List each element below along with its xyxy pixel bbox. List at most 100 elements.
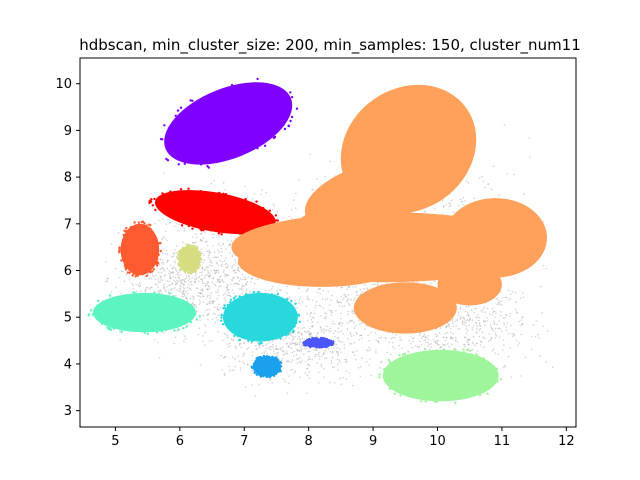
noise-point bbox=[307, 359, 309, 361]
noise-point bbox=[288, 296, 291, 298]
noise-point bbox=[282, 350, 285, 353]
noise-point bbox=[216, 319, 219, 321]
noise-point bbox=[334, 329, 336, 332]
cluster-point bbox=[390, 370, 393, 373]
cluster-point bbox=[183, 162, 186, 165]
noise-point bbox=[172, 272, 174, 274]
noise-point bbox=[243, 278, 246, 281]
noise-point bbox=[266, 342, 269, 345]
noise-point bbox=[148, 278, 151, 280]
noise-point bbox=[519, 297, 522, 299]
noise-point bbox=[420, 343, 423, 346]
noise-point bbox=[162, 252, 164, 254]
noise-point bbox=[219, 244, 222, 247]
cluster-point bbox=[398, 354, 401, 357]
cluster-point bbox=[388, 365, 392, 368]
noise-point bbox=[353, 297, 356, 299]
noise-point bbox=[159, 281, 162, 283]
cluster-point bbox=[304, 339, 308, 343]
noise-point bbox=[237, 276, 240, 279]
noise-point bbox=[462, 308, 465, 310]
noise-point bbox=[323, 376, 325, 378]
noise-point bbox=[445, 336, 448, 339]
noise-point bbox=[207, 256, 210, 259]
noise-point bbox=[521, 323, 524, 325]
noise-point bbox=[469, 318, 471, 320]
noise-point bbox=[224, 266, 227, 268]
noise-point bbox=[516, 312, 519, 314]
cluster-point bbox=[106, 326, 109, 329]
noise-point bbox=[171, 268, 174, 270]
noise-point bbox=[106, 280, 108, 283]
noise-point bbox=[478, 329, 481, 332]
noise-point bbox=[105, 261, 107, 263]
noise-point bbox=[341, 341, 344, 344]
noise-point bbox=[409, 342, 412, 345]
cluster-point bbox=[145, 224, 148, 227]
noise-point bbox=[186, 292, 189, 295]
noise-point bbox=[306, 368, 308, 370]
noise-point bbox=[471, 327, 474, 329]
cluster-2 bbox=[118, 220, 162, 278]
noise-point bbox=[290, 369, 292, 372]
cluster-point bbox=[264, 295, 267, 298]
noise-point bbox=[160, 279, 162, 281]
noise-point bbox=[286, 285, 288, 288]
plot-frame bbox=[79, 57, 577, 428]
noise-point bbox=[281, 349, 283, 351]
noise-point bbox=[339, 348, 341, 350]
noise-point bbox=[220, 254, 223, 257]
noise-point bbox=[299, 362, 302, 364]
noise-point bbox=[458, 328, 461, 330]
noise-point bbox=[435, 342, 437, 344]
noise-point bbox=[309, 335, 312, 338]
noise-point bbox=[515, 339, 518, 342]
cluster-point bbox=[189, 99, 192, 102]
cluster-point bbox=[218, 191, 221, 195]
cluster-point bbox=[469, 349, 472, 352]
noise-point bbox=[294, 335, 296, 338]
y-tick-label: 10 bbox=[55, 77, 72, 92]
noise-point bbox=[230, 279, 233, 281]
cluster-point bbox=[100, 303, 104, 306]
cluster-6 bbox=[250, 354, 283, 379]
noise-point bbox=[476, 342, 478, 345]
noise-point bbox=[316, 362, 319, 364]
noise-point bbox=[132, 284, 134, 287]
noise-point bbox=[331, 366, 334, 368]
noise-point bbox=[224, 292, 226, 295]
noise-point bbox=[226, 289, 228, 292]
cluster-point bbox=[223, 194, 226, 197]
noise-point bbox=[311, 358, 314, 361]
y-tick-label: 8 bbox=[64, 171, 72, 186]
noise-point bbox=[207, 288, 209, 290]
cluster-point bbox=[389, 383, 393, 386]
noise-point bbox=[196, 294, 198, 297]
noise-point bbox=[234, 259, 236, 262]
cluster-point bbox=[176, 109, 180, 112]
noise-point bbox=[270, 288, 273, 291]
noise-point bbox=[301, 327, 304, 330]
noise-point bbox=[360, 334, 363, 337]
noise-point bbox=[173, 260, 176, 262]
noise-point bbox=[212, 302, 214, 305]
noise-point bbox=[199, 289, 202, 291]
noise-point bbox=[340, 318, 343, 320]
noise-point bbox=[393, 337, 396, 339]
noise-point bbox=[110, 243, 113, 245]
noise-point bbox=[483, 324, 486, 327]
cluster-point bbox=[129, 229, 133, 232]
noise-point bbox=[226, 336, 229, 339]
noise-point bbox=[531, 335, 533, 338]
noise-point bbox=[178, 269, 181, 272]
noise-point bbox=[296, 358, 298, 361]
noise-point bbox=[183, 227, 186, 230]
noise-point bbox=[201, 340, 204, 342]
noise-point bbox=[358, 320, 360, 322]
noise-point bbox=[498, 194, 501, 196]
cluster-point bbox=[189, 320, 193, 324]
noise-point bbox=[213, 272, 216, 275]
noise-point bbox=[209, 302, 211, 305]
cluster-point bbox=[313, 337, 317, 340]
